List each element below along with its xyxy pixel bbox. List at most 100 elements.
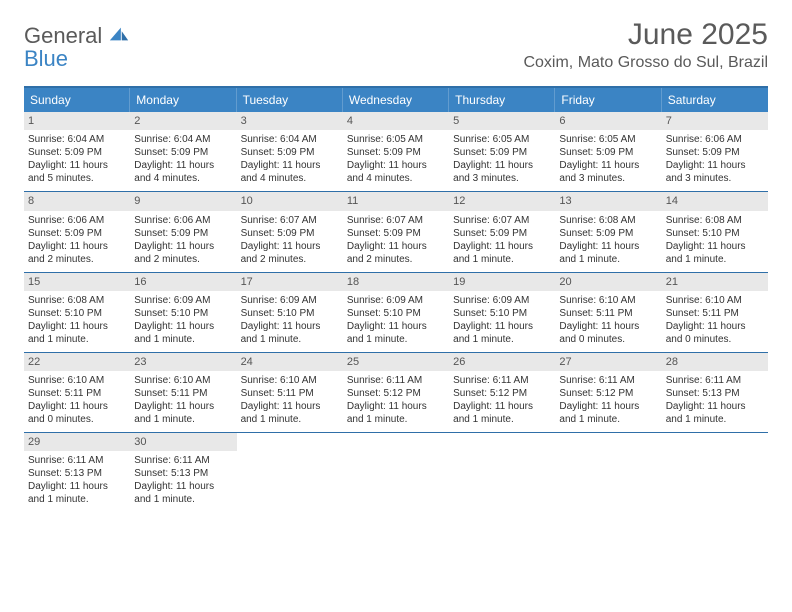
sunrise-line: Sunrise: 6:06 AM xyxy=(666,133,764,146)
sunrise-line: Sunrise: 6:05 AM xyxy=(453,133,551,146)
calendar-cell xyxy=(237,433,343,512)
calendar-cell: 10Sunrise: 6:07 AMSunset: 5:09 PMDayligh… xyxy=(237,192,343,271)
sunset-line: Sunset: 5:13 PM xyxy=(134,467,232,480)
calendar-cell: 30Sunrise: 6:11 AMSunset: 5:13 PMDayligh… xyxy=(130,433,236,512)
day-number: 18 xyxy=(343,273,449,291)
sunrise-line: Sunrise: 6:10 AM xyxy=(134,374,232,387)
daylight-line: Daylight: 11 hours xyxy=(666,159,764,172)
daylight-line: Daylight: 11 hours xyxy=(241,159,339,172)
calendar-cell: 20Sunrise: 6:10 AMSunset: 5:11 PMDayligh… xyxy=(555,273,661,352)
sunrise-line: Sunrise: 6:06 AM xyxy=(134,214,232,227)
calendar-cell: 29Sunrise: 6:11 AMSunset: 5:13 PMDayligh… xyxy=(24,433,130,512)
daylight-line: and 5 minutes. xyxy=(28,172,126,185)
daylight-line: and 1 minute. xyxy=(347,413,445,426)
week-row: 8Sunrise: 6:06 AMSunset: 5:09 PMDaylight… xyxy=(24,192,768,272)
calendar-cell: 27Sunrise: 6:11 AMSunset: 5:12 PMDayligh… xyxy=(555,353,661,432)
header: General Blue June 2025 Coxim, Mato Gross… xyxy=(24,18,768,72)
logo-line1: General xyxy=(24,23,102,48)
daylight-line: and 1 minute. xyxy=(453,253,551,266)
sunrise-line: Sunrise: 6:09 AM xyxy=(241,294,339,307)
day-number: 23 xyxy=(130,353,236,371)
daylight-line: Daylight: 11 hours xyxy=(453,320,551,333)
calendar-cell: 11 Sunrise: 6:07 AMSunset: 5:09 PMDayligh… xyxy=(343,192,449,271)
sunrise-line: Sunrise: 6:07 AM xyxy=(241,214,339,227)
sunset-line: Sunset: 5:09 PM xyxy=(241,227,339,240)
day-header: Monday xyxy=(130,88,236,112)
sunset-line: Sunset: 5:09 PM xyxy=(666,146,764,159)
daylight-line: Daylight: 11 hours xyxy=(241,400,339,413)
week-row: 1Sunrise: 6:04 AMSunset: 5:09 PMDaylight… xyxy=(24,112,768,192)
daylight-line: and 3 minutes. xyxy=(559,172,657,185)
day-number: 11 xyxy=(343,192,449,210)
daylight-line: Daylight: 11 hours xyxy=(134,480,232,493)
sunrise-line: Sunrise: 6:10 AM xyxy=(241,374,339,387)
sunrise-line: Sunrise: 6:10 AM xyxy=(28,374,126,387)
sunrise-line: Sunrise: 6:11 AM xyxy=(453,374,551,387)
daylight-line: and 1 minute. xyxy=(134,493,232,506)
daylight-line: Daylight: 11 hours xyxy=(347,400,445,413)
day-header: Sunday xyxy=(24,88,130,112)
weeks-container: 1Sunrise: 6:04 AMSunset: 5:09 PMDaylight… xyxy=(24,112,768,512)
location: Coxim, Mato Grosso do Sul, Brazil xyxy=(523,54,768,72)
day-header: Thursday xyxy=(449,88,555,112)
day-number: 3 xyxy=(237,112,343,130)
calendar-cell: 26Sunrise: 6:11 AMSunset: 5:12 PMDayligh… xyxy=(449,353,555,432)
calendar-cell: 2Sunrise: 6:04 AMSunset: 5:09 PMDaylight… xyxy=(130,112,236,191)
daylight-line: and 2 minutes. xyxy=(347,253,445,266)
calendar-cell: 24Sunrise: 6:10 AMSunset: 5:11 PMDayligh… xyxy=(237,353,343,432)
daylight-line: Daylight: 11 hours xyxy=(559,240,657,253)
calendar-cell: 14Sunrise: 6:08 AMSunset: 5:10 PMDayligh… xyxy=(662,192,768,271)
daylight-line: and 1 minute. xyxy=(347,333,445,346)
calendar-cell: 25Sunrise: 6:11 AMSunset: 5:12 PMDayligh… xyxy=(343,353,449,432)
daylight-line: Daylight: 11 hours xyxy=(347,240,445,253)
sunset-line: Sunset: 5:11 PM xyxy=(559,307,657,320)
sunset-line: Sunset: 5:09 PM xyxy=(559,227,657,240)
calendar-cell: 19 Sunrise: 6:09 AMSunset: 5:10 PMDayligh… xyxy=(449,273,555,352)
daylight-line: Daylight: 11 hours xyxy=(28,320,126,333)
sunset-line: Sunset: 5:11 PM xyxy=(134,387,232,400)
daylight-line: and 1 minute. xyxy=(134,333,232,346)
daylight-line: Daylight: 11 hours xyxy=(666,400,764,413)
sunset-line: Sunset: 5:13 PM xyxy=(28,467,126,480)
daylight-line: and 1 minute. xyxy=(453,333,551,346)
sunset-line: Sunset: 5:09 PM xyxy=(134,227,232,240)
sail-icon xyxy=(108,25,130,43)
calendar-cell: 21Sunrise: 6:10 AMSunset: 5:11 PMDayligh… xyxy=(662,273,768,352)
day-number: 19 xyxy=(449,273,555,291)
sunrise-line: Sunrise: 6:09 AM xyxy=(453,294,551,307)
daylight-line: and 0 minutes. xyxy=(559,333,657,346)
daylight-line: Daylight: 11 hours xyxy=(666,320,764,333)
day-header: Saturday xyxy=(662,88,768,112)
sunset-line: Sunset: 5:09 PM xyxy=(453,146,551,159)
title-block: June 2025 Coxim, Mato Grosso do Sul, Bra… xyxy=(523,18,768,72)
sunset-line: Sunset: 5:09 PM xyxy=(347,227,445,240)
calendar-cell xyxy=(343,433,449,512)
calendar-cell: 7 Sunrise: 6:06 AMSunset: 5:09 PMDaylight… xyxy=(662,112,768,191)
sunrise-line: Sunrise: 6:07 AM xyxy=(347,214,445,227)
daylight-line: and 1 minute. xyxy=(134,413,232,426)
daylight-line: and 4 minutes. xyxy=(241,172,339,185)
sunrise-line: Sunrise: 6:11 AM xyxy=(347,374,445,387)
day-number: 27 xyxy=(555,353,661,371)
daylight-line: and 2 minutes. xyxy=(241,253,339,266)
daylight-line: and 4 minutes. xyxy=(134,172,232,185)
calendar-cell: 4Sunrise: 6:05 AMSunset: 5:09 PMDaylight… xyxy=(343,112,449,191)
calendar-cell: 6Sunrise: 6:05 AMSunset: 5:09 PMDaylight… xyxy=(555,112,661,191)
daylight-line: Daylight: 11 hours xyxy=(453,400,551,413)
day-number: 14 xyxy=(662,192,768,210)
week-row: 22Sunrise: 6:10 AMSunset: 5:11 PMDayligh… xyxy=(24,353,768,433)
daylight-line: Daylight: 11 hours xyxy=(559,320,657,333)
month-title: June 2025 xyxy=(523,18,768,52)
sunset-line: Sunset: 5:10 PM xyxy=(453,307,551,320)
day-number: 6 xyxy=(555,112,661,130)
day-header: Friday xyxy=(555,88,661,112)
calendar-cell: 9Sunrise: 6:06 AMSunset: 5:09 PMDaylight… xyxy=(130,192,236,271)
sunset-line: Sunset: 5:12 PM xyxy=(453,387,551,400)
daylight-line: and 3 minutes. xyxy=(453,172,551,185)
day-number: 7 xyxy=(662,112,768,130)
sunrise-line: Sunrise: 6:09 AM xyxy=(134,294,232,307)
day-number: 16 xyxy=(130,273,236,291)
sunset-line: Sunset: 5:12 PM xyxy=(347,387,445,400)
sunrise-line: Sunrise: 6:05 AM xyxy=(347,133,445,146)
sunrise-line: Sunrise: 6:10 AM xyxy=(666,294,764,307)
